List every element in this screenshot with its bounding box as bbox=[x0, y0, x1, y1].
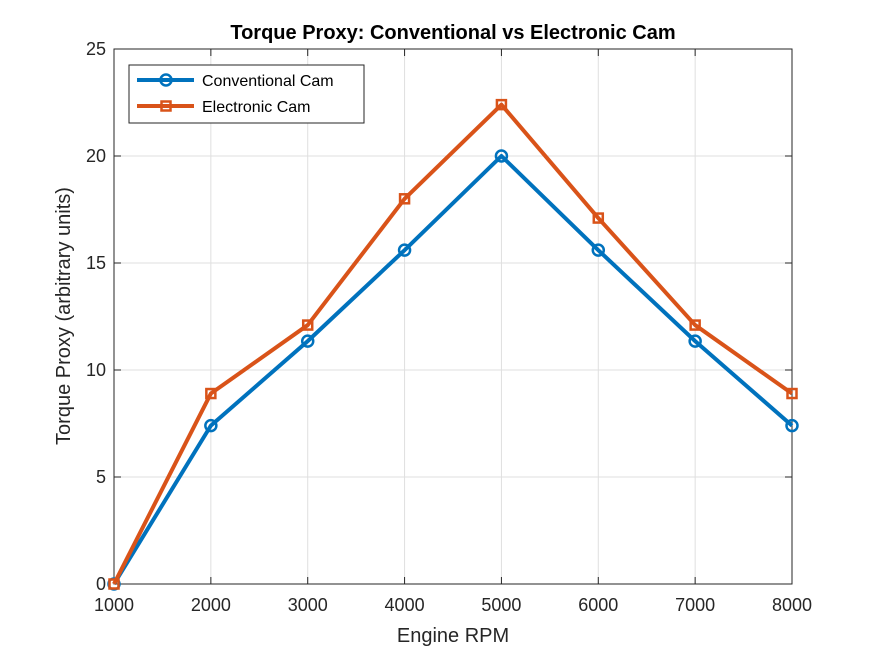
axes: 1000 2000 3000 4000 5000 6000 7000 8000 0 5 10 15 20… bbox=[86, 39, 812, 615]
data-point-conventional-cam bbox=[397, 243, 412, 257]
x-tick-label: 3000 bbox=[288, 595, 328, 615]
data-point-conventional-cam bbox=[204, 418, 218, 433]
series-line-conventional-cam bbox=[112, 154, 794, 586]
series-line-electronic-cam bbox=[112, 102, 794, 585]
data-point-electronic-cam bbox=[108, 578, 120, 590]
data-point-electronic-cam bbox=[205, 387, 217, 400]
data-point-conventional-cam bbox=[591, 243, 606, 257]
legend-label-electronic-cam: Electronic Cam bbox=[202, 99, 310, 116]
axes-box bbox=[113, 48, 793, 585]
series-conventional-cam bbox=[107, 149, 799, 591]
y-tick-label: 0 bbox=[96, 574, 106, 594]
chart-title: Torque Proxy: Conventional vs Electronic… bbox=[230, 22, 675, 44]
data-point-conventional-cam bbox=[688, 334, 702, 348]
plot-background bbox=[114, 49, 792, 584]
y-tick-label: 10 bbox=[86, 360, 106, 380]
data-point-electronic-cam bbox=[786, 387, 798, 400]
x-tick-label: 8000 bbox=[772, 595, 812, 615]
x-tick-label: 7000 bbox=[675, 595, 715, 615]
legend-marker-conventional-cam bbox=[159, 73, 173, 87]
legend-marker-electronic-cam bbox=[160, 100, 172, 112]
data-point-electronic-cam bbox=[689, 319, 701, 331]
y-tick-label: 15 bbox=[86, 253, 106, 273]
data-point-electronic-cam bbox=[495, 98, 508, 111]
x-tick-label: 4000 bbox=[385, 595, 425, 615]
data-point-conventional-cam bbox=[300, 334, 315, 348]
x-tick-label: 5000 bbox=[481, 595, 521, 615]
series-layer bbox=[107, 98, 799, 591]
x-tick-label: 2000 bbox=[191, 595, 231, 615]
data-point-electronic-cam bbox=[398, 193, 411, 205]
data-point-electronic-cam bbox=[301, 319, 314, 331]
data-point-conventional-cam bbox=[785, 418, 799, 433]
y-tick-label: 25 bbox=[86, 39, 106, 59]
legend-label-conventional-cam: Conventional Cam bbox=[202, 73, 334, 90]
y-tick-label: 20 bbox=[86, 146, 106, 166]
series-electronic-cam bbox=[108, 98, 798, 590]
x-tick-label: 1000 bbox=[94, 595, 134, 615]
x-tick-label: 6000 bbox=[578, 595, 618, 615]
y-tick-label: 5 bbox=[96, 467, 106, 487]
y-axis-label: Torque Proxy (arbitrary units) bbox=[53, 187, 75, 445]
legend: Conventional Cam Electronic Cam bbox=[128, 64, 365, 124]
data-point-electronic-cam bbox=[592, 212, 605, 224]
x-axis-label: Engine RPM bbox=[397, 625, 509, 647]
data-point-conventional-cam bbox=[494, 149, 509, 163]
